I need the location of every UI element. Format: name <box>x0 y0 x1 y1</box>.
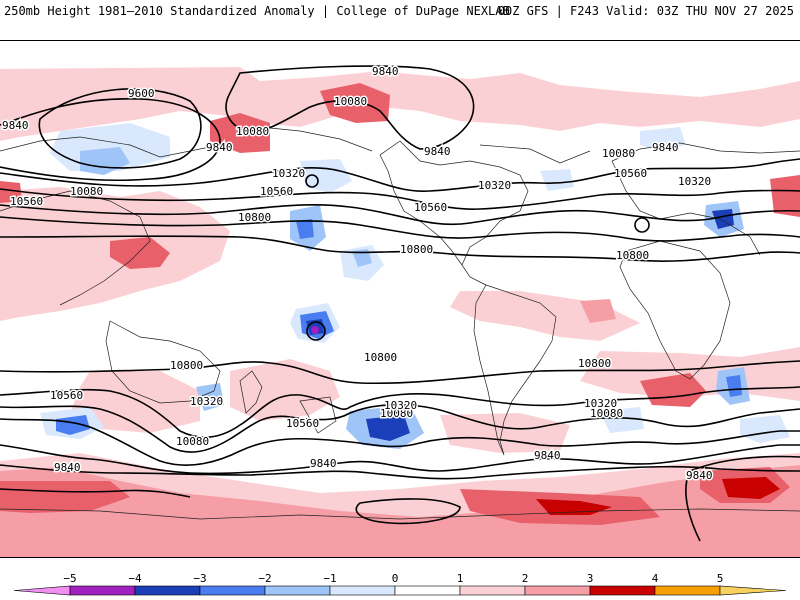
contour-label: 10800 <box>578 357 611 370</box>
contour-label: 9600 <box>128 87 155 100</box>
map-canvas: 9600 9840 9840 9840 9840 9840 9840 9840 … <box>0 64 800 557</box>
colorbar-tick-label: 3 <box>587 572 594 585</box>
contour-label: 10800 <box>364 351 397 364</box>
contour-label: 10080 <box>236 125 269 138</box>
contour-label: 9840 <box>424 145 451 158</box>
colorbar-tick-label: −3 <box>193 572 206 585</box>
contour-label: 10080 <box>590 407 623 420</box>
colorbar-segment <box>199 585 266 596</box>
colorbar-segment <box>134 585 201 596</box>
contour-label: 10080 <box>70 185 103 198</box>
colorbar-tick-label: 5 <box>717 572 724 585</box>
colorbar-tick-label: 0 <box>392 572 399 585</box>
colorbar-tick-label: −2 <box>258 572 271 585</box>
contour-label: 10080 <box>176 435 209 448</box>
colorbar-low-extension <box>13 585 71 596</box>
contour-label: 10560 <box>414 201 447 214</box>
anomaly-map: 9600 9840 9840 9840 9840 9840 9840 9840 … <box>0 40 800 558</box>
contour-label: 10320 <box>584 397 617 410</box>
colorbar-tick-label: −4 <box>128 572 142 585</box>
contour-labels: 9600 9840 9840 9840 9840 9840 9840 9840 … <box>1 64 715 484</box>
contour-label: 10800 <box>170 359 203 372</box>
contour-label: 10560 <box>286 417 319 430</box>
colorbar-segment <box>69 585 136 596</box>
contour-label: 10320 <box>272 167 305 180</box>
contour-label: 9840 <box>310 457 337 470</box>
map-title: 250mb Height 1981–2010 Standardized Anom… <box>4 4 510 18</box>
colorbar-tick-label: −5 <box>63 572 76 585</box>
negative-anomaly-shading <box>40 123 790 449</box>
contour-label: 9840 <box>652 141 679 154</box>
colorbar-segment <box>329 585 396 596</box>
colorbar-segment <box>264 585 331 596</box>
model-valid-time: 00Z GFS | F243 Valid: 03Z THU NOV 27 202… <box>497 4 794 18</box>
contour-label: 9840 <box>686 469 713 482</box>
height-contours <box>0 65 800 542</box>
colorbar-high-extension <box>719 585 787 596</box>
colorbar-tick-label: 2 <box>522 572 529 585</box>
contour-label: 10080 <box>380 407 413 420</box>
colorbar-tick-label: 1 <box>457 572 464 585</box>
anomaly-colorbar: −5 −4 −3 −2 −1 0 1 2 3 4 5 <box>13 572 787 596</box>
colorbar-segment <box>524 585 591 596</box>
contour-label: 10320 <box>678 175 711 188</box>
contour-label: 9840 <box>534 449 561 462</box>
contour-label: 9840 <box>372 65 399 78</box>
colorbar-segment <box>589 585 656 596</box>
contour-label: 10560 <box>50 389 83 402</box>
contour-label: 10080 <box>602 147 635 160</box>
contour-label: 10560 <box>614 167 647 180</box>
contour-label: 10560 <box>10 195 43 208</box>
contour-label: 10800 <box>238 211 271 224</box>
contour-label: 10560 <box>260 185 293 198</box>
contour-label: 10800 <box>616 249 649 262</box>
contour-label: 9840 <box>54 461 81 474</box>
contour-label: 10080 <box>334 95 367 108</box>
colorbar-segment <box>459 585 526 596</box>
coastlines <box>0 126 800 520</box>
contour-label: 10320 <box>190 395 223 408</box>
colorbar-segment <box>654 585 721 596</box>
contour-label: 9840 <box>2 119 29 132</box>
contour-label: 10800 <box>400 243 433 256</box>
contour-label: 10320 <box>478 179 511 192</box>
contour-label: 9840 <box>206 141 233 154</box>
colorbar-tick-label: 4 <box>652 572 659 585</box>
colorbar-tick-label: −1 <box>323 572 336 585</box>
colorbar-segment <box>394 585 461 596</box>
contour-label: 10320 <box>384 399 417 412</box>
